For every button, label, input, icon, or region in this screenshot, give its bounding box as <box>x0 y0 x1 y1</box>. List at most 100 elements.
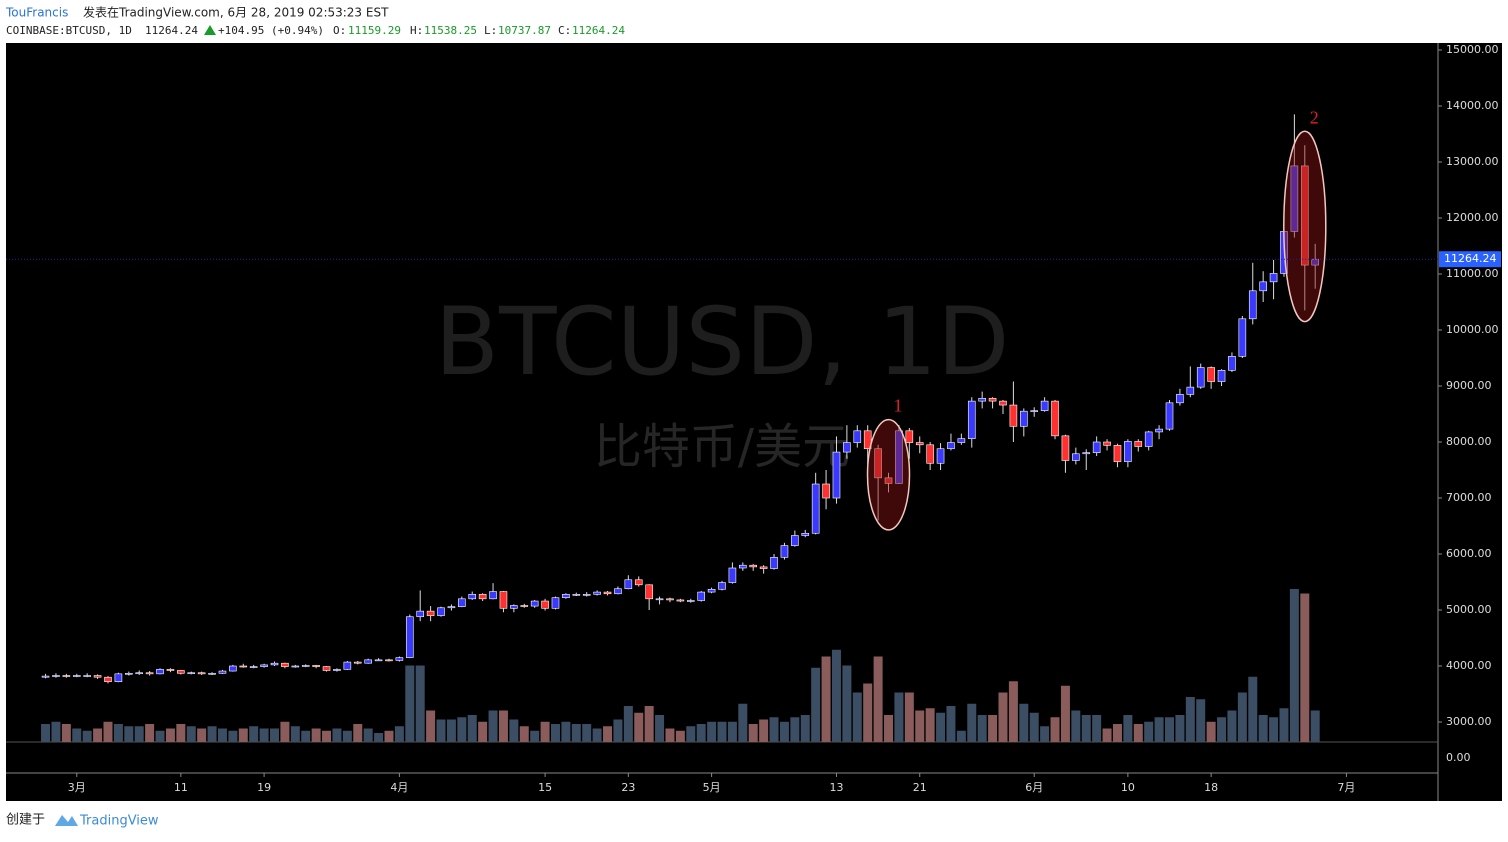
volume-bar <box>457 717 467 742</box>
candle-body <box>1124 441 1132 462</box>
volume-bar <box>1060 685 1070 742</box>
candle-body <box>156 669 164 675</box>
volume-bar <box>228 730 238 742</box>
candle-body <box>239 665 248 668</box>
volume-bar <box>603 726 613 742</box>
candle-body <box>562 594 570 598</box>
candle-body <box>645 584 653 600</box>
candle-body <box>166 669 175 671</box>
candle-body <box>374 659 383 662</box>
x-tick-label: 3月 <box>68 781 86 794</box>
candle-body <box>749 564 758 568</box>
candle-body <box>686 600 695 602</box>
x-tick-label: 11 <box>174 781 188 794</box>
y-tick-label: 5000.00 <box>1446 603 1492 616</box>
y-tick-label: 3000.00 <box>1446 715 1492 728</box>
volume-bar <box>613 719 623 742</box>
candle-body <box>1072 453 1080 461</box>
author: TouFrancis <box>5 6 68 20</box>
candle-body <box>1228 356 1236 371</box>
candle-body <box>863 430 872 450</box>
candle-body <box>634 579 643 586</box>
candle-body <box>1300 165 1309 266</box>
candle-body <box>551 597 560 609</box>
volume-bar <box>696 724 706 742</box>
volume-bar <box>738 703 748 742</box>
candle-body <box>1248 290 1257 320</box>
volume-bar <box>426 710 436 742</box>
volume-bar <box>550 724 560 742</box>
volume-bar <box>311 728 321 742</box>
candle-body <box>1144 431 1153 447</box>
volume-bar <box>623 706 633 742</box>
brand: TradingView <box>79 814 159 829</box>
volume-bar <box>956 730 966 742</box>
candle-body <box>1113 445 1122 462</box>
last-price-tag <box>1439 251 1501 268</box>
candle-body <box>520 605 529 607</box>
candle-body <box>72 675 81 677</box>
volume-bar <box>936 712 946 742</box>
candle-body <box>197 672 206 675</box>
x-tick-label: 13 <box>829 781 843 794</box>
y-tick-label: 4000.00 <box>1446 659 1492 672</box>
volume-bar <box>415 665 425 742</box>
candle-body <box>1238 318 1247 357</box>
volume-bar <box>374 733 384 742</box>
candle-body <box>208 672 216 675</box>
volume-bar <box>1175 715 1185 742</box>
candle-body <box>395 657 404 661</box>
volume-bar <box>1217 717 1227 742</box>
volume-bar <box>769 717 779 742</box>
candle-body <box>624 579 633 590</box>
volume-bar <box>509 719 519 742</box>
volume-bar <box>1165 717 1174 742</box>
candle-body <box>759 566 768 569</box>
x-tick-label: 21 <box>913 781 927 794</box>
candle-body <box>333 669 341 671</box>
volume-bar <box>61 724 71 742</box>
candle-body <box>999 400 1007 406</box>
candle-body <box>614 588 622 595</box>
candle-body <box>187 672 196 675</box>
x-tick-label: 15 <box>538 781 552 794</box>
volume-bar <box>915 710 925 742</box>
volume-bar <box>134 726 144 742</box>
volume-bar <box>988 715 998 742</box>
candle-body <box>707 588 716 593</box>
volume-bar <box>446 719 456 742</box>
candle-body <box>499 591 508 609</box>
volume-bar <box>124 726 134 742</box>
volume-bar <box>1008 681 1018 742</box>
volume-bar <box>93 728 103 742</box>
candle-body <box>489 591 497 600</box>
volume-bar <box>322 730 332 742</box>
candle-body <box>41 675 50 678</box>
volume-bar <box>145 724 155 742</box>
volume-bar <box>946 706 956 742</box>
y-tick-label: 14000.00 <box>1446 99 1499 112</box>
candle-body <box>770 557 778 569</box>
candle-body <box>780 545 789 558</box>
volume-bar <box>1123 715 1133 742</box>
volume-bar <box>436 719 446 742</box>
volume-bar <box>592 728 602 742</box>
candle-body <box>1082 452 1091 455</box>
candle-body <box>1176 394 1184 404</box>
candle-body <box>104 676 112 682</box>
candle-body <box>218 670 227 674</box>
volume-bar <box>925 708 935 742</box>
volume-bar <box>1144 721 1154 742</box>
candle-body <box>697 591 705 601</box>
candle-body <box>739 564 747 569</box>
watermark-sub: 比特币/美元 <box>594 419 850 475</box>
candle-body <box>791 535 799 546</box>
volume-bar <box>779 721 789 742</box>
volume-bar <box>519 726 529 742</box>
y-tick-label: 0.00 <box>1446 751 1471 764</box>
volume-bar <box>478 721 488 742</box>
volume-bar <box>790 717 800 742</box>
volume-bar <box>717 721 727 742</box>
candle-body <box>874 448 882 479</box>
